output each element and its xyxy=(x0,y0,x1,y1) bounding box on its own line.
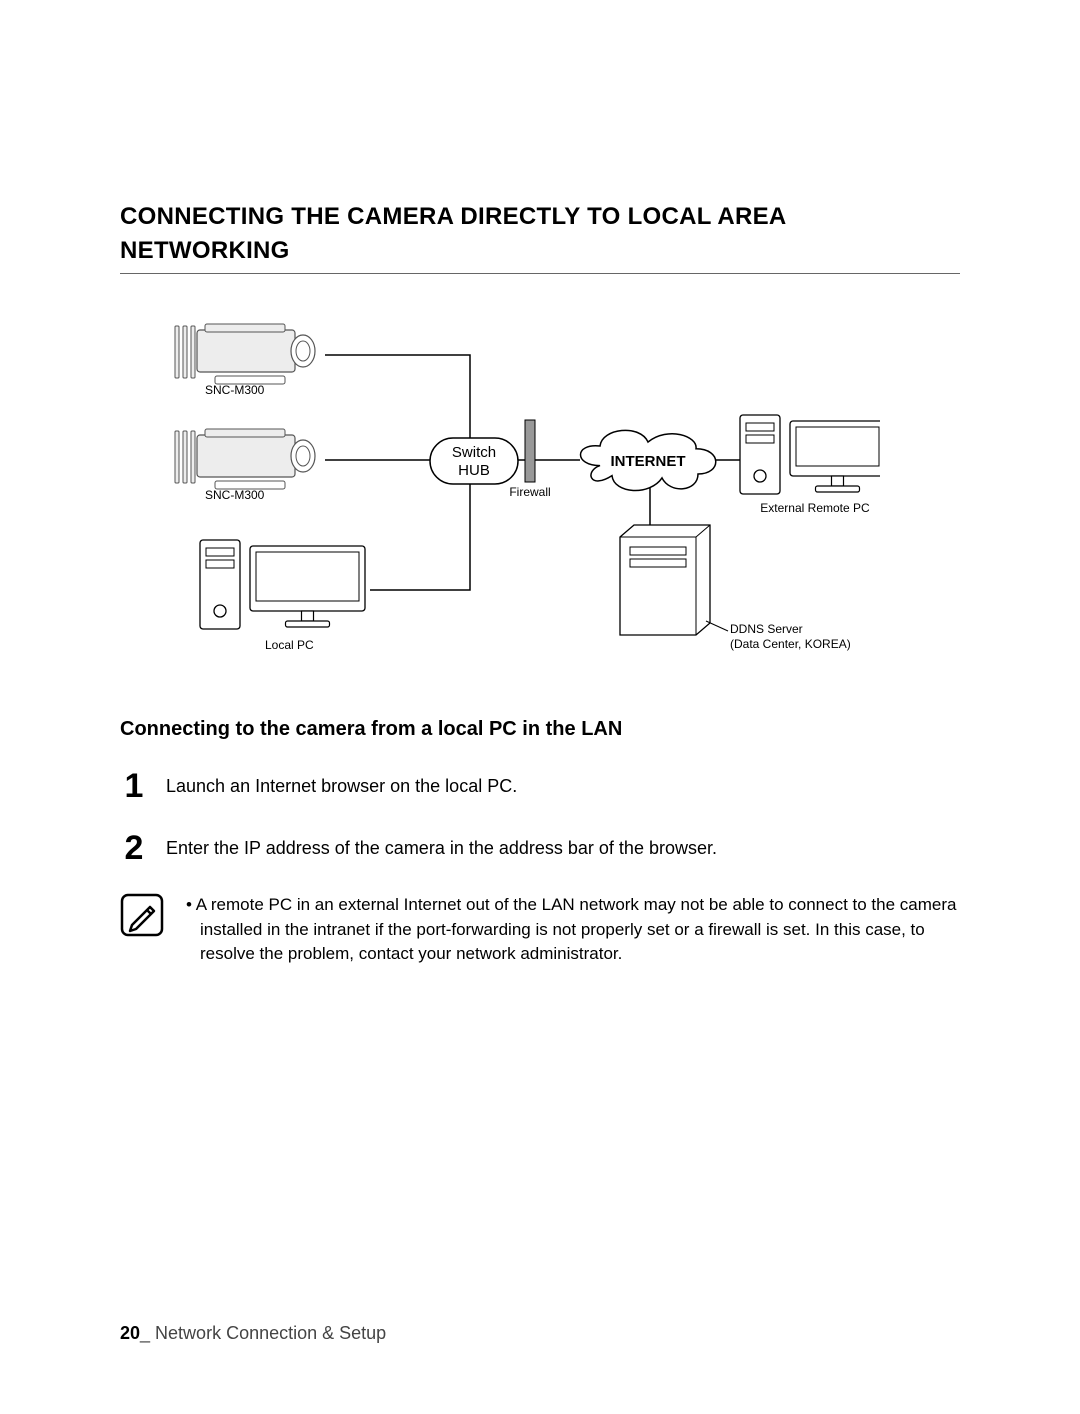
svg-text:INTERNET: INTERNET xyxy=(611,453,686,470)
step-text: Enter the IP address of the camera in th… xyxy=(166,838,717,859)
note-body: A remote PC in an external Internet out … xyxy=(196,895,957,963)
svg-text:Switch: Switch xyxy=(452,444,496,461)
step-number: 2 xyxy=(120,831,148,865)
svg-text:Local PC: Local PC xyxy=(265,638,314,652)
page-footer: 20_ Network Connection & Setup xyxy=(120,1323,386,1344)
footer-separator: _ xyxy=(140,1323,150,1343)
page-number: 20 xyxy=(120,1323,140,1343)
step-item: 1 Launch an Internet browser on the loca… xyxy=(120,769,960,803)
svg-text:DDNS Server: DDNS Server xyxy=(730,622,803,636)
step-item: 2 Enter the IP address of the camera in … xyxy=(120,831,960,865)
sub-heading: Connecting to the camera from a local PC… xyxy=(120,718,960,741)
svg-text:Firewall: Firewall xyxy=(509,485,550,499)
svg-text:External Remote PC: External Remote PC xyxy=(760,501,870,515)
note-text: • A remote PC in an external Internet ou… xyxy=(186,893,960,967)
step-number: 1 xyxy=(120,769,148,803)
main-heading: CONNECTING THE CAMERA DIRECTLY TO LOCAL … xyxy=(120,200,960,274)
note-block: • A remote PC in an external Internet ou… xyxy=(120,893,960,967)
footer-section: Network Connection & Setup xyxy=(150,1323,386,1343)
pencil-note-icon xyxy=(120,893,164,937)
svg-text:SNC-M300: SNC-M300 xyxy=(205,383,265,397)
svg-text:SNC-M300: SNC-M300 xyxy=(205,488,265,502)
svg-text:HUB: HUB xyxy=(458,462,490,479)
svg-text:(Data Center, KOREA): (Data Center, KOREA) xyxy=(730,637,851,651)
network-diagram: SNC-M300 SNC-M300 SwitchHUB Firewall INTERNE… xyxy=(120,300,960,660)
step-text: Launch an Internet browser on the local … xyxy=(166,776,517,797)
step-list: 1 Launch an Internet browser on the loca… xyxy=(120,769,960,865)
